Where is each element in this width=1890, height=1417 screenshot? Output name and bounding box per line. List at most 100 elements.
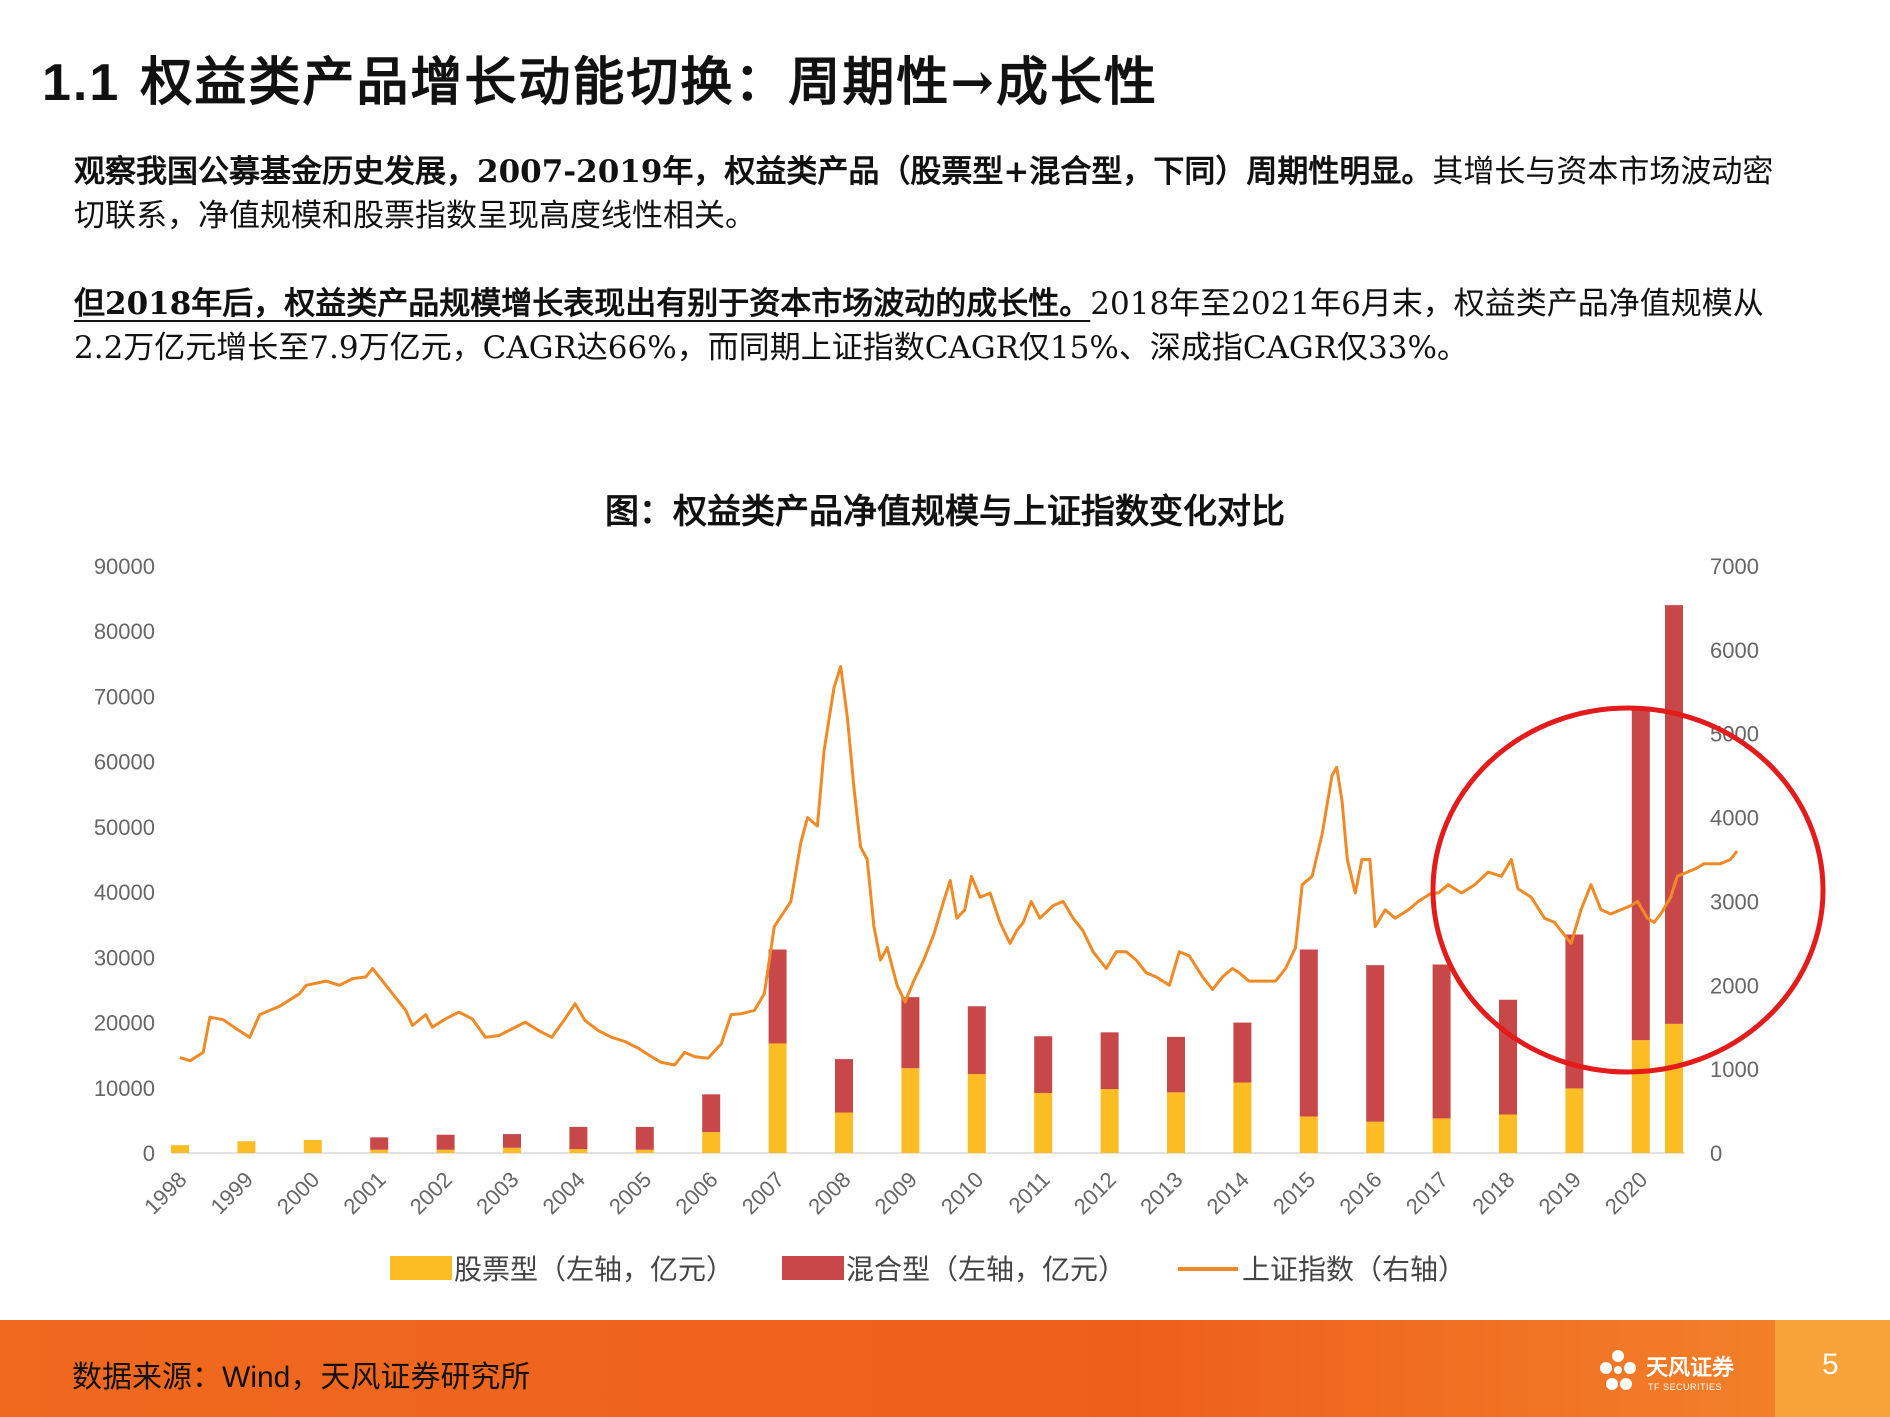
x-tick-label: 2009 [870,1167,922,1219]
stock-bar [1167,1092,1185,1153]
y-left-tick-label: 60000 [94,750,155,775]
y-left-tick-label: 10000 [94,1076,155,1101]
x-tick-label: 2013 [1135,1167,1187,1219]
hybrid-bar [1100,1032,1119,1090]
index-line [179,665,1739,1067]
x-tick-label: 2018 [1467,1167,1519,1219]
hybrid-bar [1665,605,1683,1024]
logo-text: 天风证券 [1646,1355,1735,1380]
hybrid-bar [768,949,787,1044]
hybrid-bar [503,1134,521,1148]
footer: 数据来源：Wind，天风证券研究所 天风证券 TF SECURITIES 5 [0,1320,1890,1417]
x-tick-label: 2007 [737,1167,789,1219]
x-tick-label: 2011 [1004,1167,1055,1218]
hybrid-bar [1233,1022,1252,1083]
hybrid-bar [1167,1036,1185,1093]
data-source: 数据来源：Wind，天风证券研究所 [72,1361,531,1394]
hybrid-bar [370,1137,389,1150]
stock-bar [1499,1114,1517,1153]
hybrid-bar [1565,934,1584,1089]
hybrid-bar [702,1094,721,1133]
x-tick-label: 2019 [1534,1167,1586,1219]
legend-label-stock: 股票型（左轴，亿元） [454,1254,734,1285]
page-number: 5 [1822,1348,1839,1381]
section-number: 1.1 [42,54,121,112]
y-right-tick-label: 7000 [1710,554,1759,579]
paragraph-2-normal: 2018年至2021年6月末，权益类产品净值规模从2.2万亿元增长至7.9万亿元… [74,286,1764,366]
stock-bar [436,1149,455,1153]
y-left-tick-label: 0 [143,1141,155,1166]
stock-bar [237,1141,256,1153]
x-tick-label: 2002 [405,1167,457,1219]
legend-swatch-hybrid [782,1256,844,1280]
x-tick-label: 1998 [139,1167,191,1219]
y-left-tick-label: 20000 [94,1011,155,1036]
x-tick-label: 2015 [1268,1167,1320,1219]
section-title: 权益类产品增长动能切换：周期性→成长性 [140,52,1158,113]
x-tick-label: 2008 [803,1167,855,1219]
stock-bar [901,1068,920,1153]
hybrid-bar [1432,964,1451,1119]
x-tick-label: 2001 [338,1167,390,1219]
paragraph-1: 观察我国公募基金历史发展，2007-2019年，权益类产品（股票型+混合型，下同… [74,150,1774,238]
x-tick-label: 2016 [1334,1167,1386,1219]
x-tick-label: 2014 [1202,1167,1254,1219]
x-tick-label: 2012 [1069,1167,1121,1219]
chart-title: 图：权益类产品净值规模与上证指数变化对比 [605,492,1285,532]
x-tick-label: 2017 [1401,1167,1453,1219]
stock-bar [1565,1088,1584,1153]
hybrid-bar [1034,1036,1053,1093]
stock-bar [967,1074,986,1153]
y-left-tick-label: 90000 [94,554,155,579]
stock-bar [1665,1023,1683,1153]
y-right-tick-label: 1000 [1710,1057,1759,1082]
x-tick-label: 2005 [604,1167,656,1219]
stock-bar [1299,1116,1318,1153]
y-left-tick-label: 70000 [94,684,155,709]
hybrid-bar [1631,708,1650,1041]
stock-bar [635,1149,654,1153]
stock-bar [835,1112,853,1153]
paragraph-2-underlined: 但2018年后，权益类产品规模增长表现出有别于资本市场波动的成长性。 [74,286,1091,322]
slide-title: 1.1 权益类产品增长动能切换：周期性→成长性 [42,40,1158,115]
x-tick-label: 2000 [272,1167,324,1219]
x-tick-label: 2004 [538,1167,590,1219]
stock-bar [768,1043,787,1153]
tf-logo-icon [1600,1350,1636,1390]
paragraph-1-bold: 观察我国公募基金历史发展，2007-2019年，权益类产品（股票型+混合型，下同… [74,154,1433,190]
paragraph-2: 但2018年后，权益类产品规模增长表现出有别于资本市场波动的成长性。2018年至… [74,282,1774,370]
logo-subtext: TF SECURITIES [1648,1382,1723,1392]
hybrid-bar [835,1059,853,1113]
x-tick-label: 2006 [670,1167,722,1219]
stock-bar [569,1149,588,1153]
y-left-tick-label: 30000 [94,945,155,970]
y-right-tick-label: 6000 [1710,638,1759,663]
stock-bar [171,1145,189,1153]
hybrid-bar [1499,999,1517,1115]
x-tick-label: 1999 [206,1167,258,1219]
hybrid-bar [569,1126,588,1150]
legend-label-hybrid: 混合型（左轴，亿元） [846,1254,1126,1285]
stock-bar [702,1132,721,1153]
y-right-tick-label: 2000 [1710,973,1759,998]
paragraph-1-normal: 其增长与资本市场波动密切联系，净值规模和股票指数呈现高度线性相关。 [74,154,1774,234]
page-number-box [1775,1320,1890,1417]
hybrid-bar [635,1126,654,1150]
stock-bar [1432,1118,1451,1153]
x-tick-label: 2020 [1600,1167,1652,1219]
stock-bar [1233,1082,1252,1153]
stock-bar [1631,1040,1650,1153]
hybrid-bar [901,997,920,1069]
y-right-tick-label: 4000 [1710,806,1759,831]
stock-bar [303,1139,322,1153]
highlight-circle [1430,705,1826,1075]
x-tick-label: 2010 [936,1167,988,1219]
y-right-tick-label: 0 [1710,1141,1722,1166]
stock-bar [1100,1089,1119,1153]
hybrid-bar [1366,965,1385,1122]
hybrid-bar [967,1006,986,1075]
stock-bar [370,1149,389,1153]
y-left-tick-label: 80000 [94,619,155,644]
hybrid-bar [1299,949,1318,1117]
y-left-tick-label: 40000 [94,880,155,905]
